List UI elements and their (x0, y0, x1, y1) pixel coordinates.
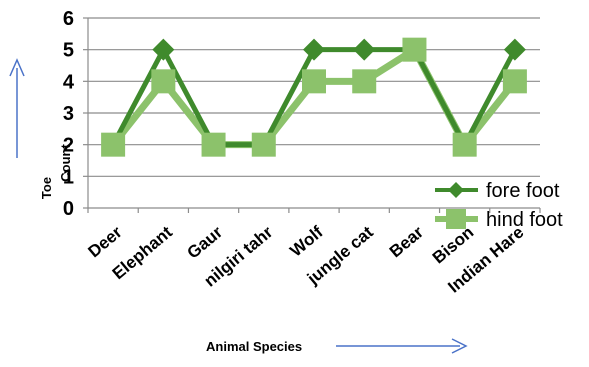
series-markers (101, 37, 527, 157)
legend-item-hind-foot: hind foot (435, 209, 563, 231)
y-tick-label: 2 (63, 135, 74, 157)
x-axis-title: Animal Species (206, 339, 302, 354)
data-point-hind-foot (101, 132, 126, 157)
legend-diamond-marker (448, 182, 464, 198)
legend-item-fore-foot: fore foot (435, 180, 560, 202)
x-tick-label: Wolf (286, 222, 326, 260)
y-axis-title-line2: Count (58, 144, 73, 182)
x-axis-arrow (336, 338, 468, 354)
series-lines (110, 46, 518, 149)
y-tick-label: 6 (63, 8, 74, 30)
legend: fore foot hind foot (435, 180, 563, 231)
y-tick-label: 5 (63, 40, 74, 62)
data-point-hind-foot (452, 132, 477, 157)
data-point-fore-foot (503, 38, 526, 61)
legend-square-marker (446, 209, 466, 229)
data-point-hind-foot (151, 69, 176, 94)
y-tick-labels: 0 1 2 3 4 5 6 (63, 8, 75, 220)
data-point-hind-foot (201, 132, 226, 157)
y-arrow-head (9, 58, 25, 77)
y-axis-title: Toe Count (39, 144, 73, 200)
x-tick-label: Bear (386, 222, 427, 261)
x-tick-label: Deer (85, 222, 126, 261)
y-tick-label: 4 (63, 71, 75, 93)
data-point-hind-foot (352, 69, 377, 94)
x-tick-label: Gaur (184, 222, 227, 262)
y-axis-arrow (9, 58, 25, 158)
x-arrow-head (451, 338, 468, 354)
axes (83, 17, 541, 213)
data-point-fore-foot (303, 38, 325, 61)
legend-label-fore-foot: fore foot (486, 180, 560, 202)
data-point-hind-foot (402, 37, 427, 62)
y-tick-label: 0 (63, 198, 74, 220)
y-tick-label: 1 (63, 166, 74, 188)
legend-label-hind-foot: hind foot (486, 209, 563, 231)
y-axis-title-line1: Toe (39, 177, 54, 199)
y-tick-label: 3 (63, 103, 74, 125)
data-point-hind-foot (302, 69, 326, 94)
data-point-fore-foot (152, 38, 175, 61)
data-point-fore-foot (353, 38, 376, 61)
data-point-hind-foot (502, 69, 527, 94)
data-point-hind-foot (251, 132, 276, 157)
